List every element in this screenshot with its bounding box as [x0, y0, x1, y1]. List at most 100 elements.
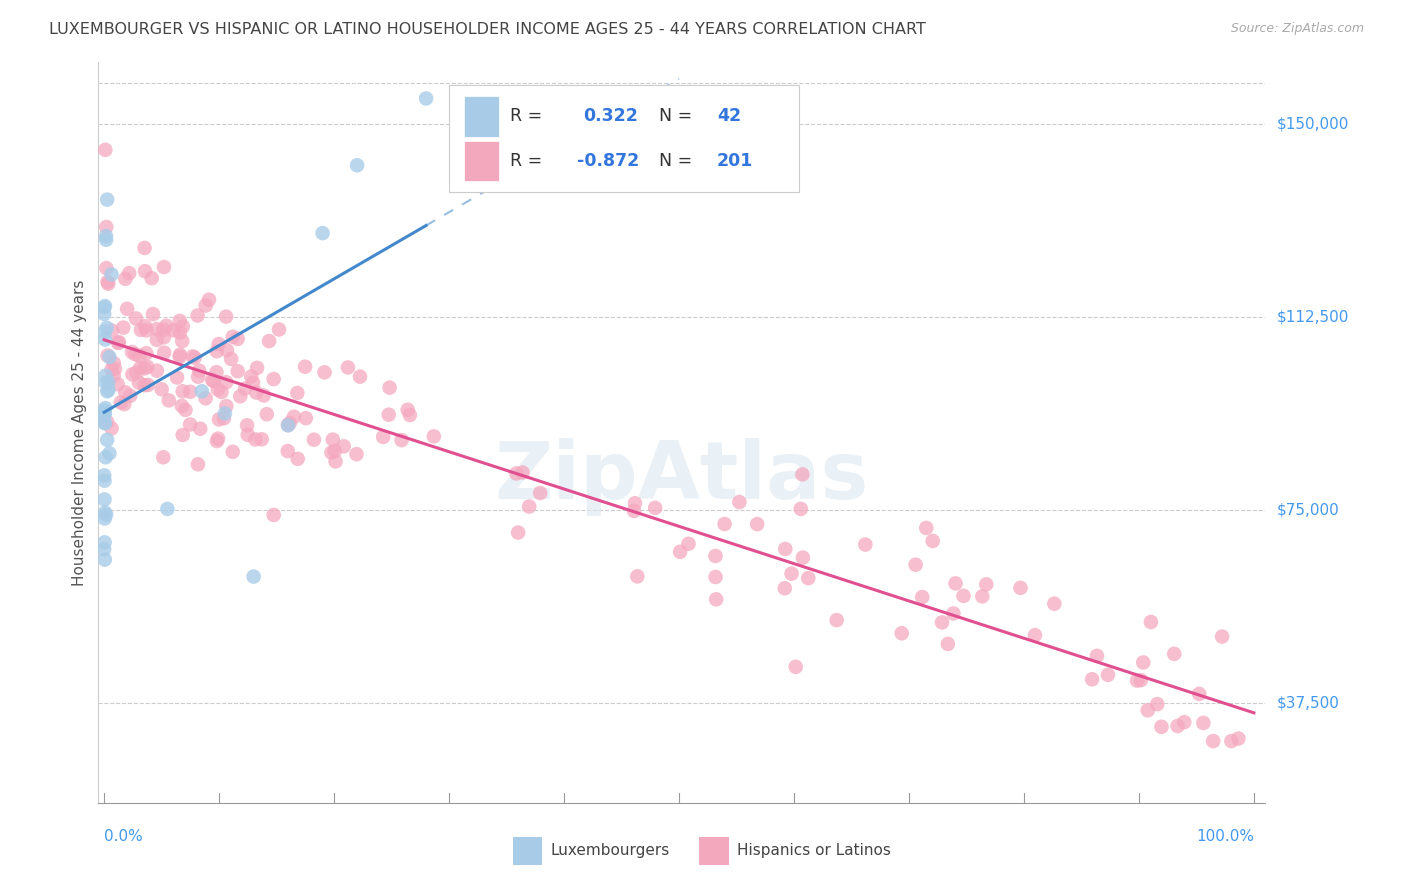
- Point: [128, 376, 150, 390]
- Text: 42: 42: [717, 108, 741, 126]
- Text: 0.322: 0.322: [582, 108, 637, 126]
- Point: [93, 307, 115, 321]
- Point: [747, 517, 769, 532]
- Point: [1163, 647, 1185, 661]
- Point: [187, 369, 209, 384]
- Point: [890, 626, 912, 640]
- Point: [100, 268, 122, 282]
- Point: [129, 360, 152, 375]
- Point: [153, 345, 176, 359]
- Point: [146, 322, 169, 336]
- Point: [945, 576, 967, 591]
- Point: [94, 233, 117, 247]
- Point: [128, 349, 150, 363]
- Point: [215, 399, 238, 413]
- Point: [169, 348, 191, 362]
- Point: [678, 537, 700, 551]
- Point: [179, 384, 201, 399]
- Point: [972, 590, 994, 604]
- Text: $150,000: $150,000: [1277, 117, 1348, 132]
- Point: [96, 193, 118, 207]
- Point: [623, 504, 645, 518]
- Point: [644, 500, 666, 515]
- Bar: [464, 96, 499, 136]
- Point: [302, 433, 325, 447]
- Point: [103, 356, 125, 370]
- Point: [974, 577, 997, 591]
- Point: [325, 454, 347, 468]
- Point: [1085, 648, 1108, 663]
- Point: [94, 229, 117, 244]
- Point: [142, 307, 165, 321]
- Point: [1129, 673, 1152, 687]
- Point: [198, 293, 221, 307]
- Point: [101, 324, 124, 338]
- Point: [1192, 715, 1215, 730]
- Point: [205, 344, 228, 359]
- Point: [222, 445, 245, 459]
- Point: [240, 369, 263, 384]
- Point: [294, 359, 316, 374]
- Point: [792, 550, 814, 565]
- Point: [1167, 719, 1189, 733]
- Point: [936, 637, 959, 651]
- Point: [529, 486, 551, 500]
- Point: [121, 368, 143, 382]
- Point: [93, 409, 115, 423]
- Point: [728, 495, 751, 509]
- Point: [211, 384, 233, 399]
- Point: [624, 496, 647, 510]
- Point: [267, 322, 290, 336]
- Point: [626, 569, 648, 583]
- Point: [93, 474, 115, 488]
- Point: [188, 422, 211, 436]
- Point: [229, 389, 252, 403]
- Point: [134, 264, 156, 278]
- Point: [135, 346, 157, 360]
- Point: [1132, 656, 1154, 670]
- Point: [256, 407, 278, 421]
- Point: [152, 323, 174, 337]
- Point: [921, 533, 943, 548]
- Point: [205, 434, 228, 448]
- Point: [517, 500, 540, 514]
- Point: [134, 241, 156, 255]
- Point: [391, 433, 413, 447]
- Point: [187, 309, 209, 323]
- Text: $112,500: $112,500: [1277, 310, 1348, 325]
- Point: [134, 361, 156, 376]
- Point: [207, 383, 229, 397]
- Point: [94, 401, 117, 416]
- Point: [242, 569, 264, 583]
- Point: [152, 450, 174, 465]
- Point: [96, 415, 118, 429]
- Point: [93, 468, 115, 483]
- Point: [120, 389, 142, 403]
- Point: [245, 385, 267, 400]
- Point: [172, 334, 194, 348]
- Point: [775, 541, 797, 556]
- Point: [314, 365, 336, 379]
- Point: [415, 91, 437, 105]
- Point: [285, 386, 308, 401]
- Point: [212, 411, 235, 425]
- Point: [118, 266, 141, 280]
- Point: [114, 271, 136, 285]
- Point: [792, 467, 814, 482]
- Text: -0.872: -0.872: [576, 152, 640, 169]
- Point: [1211, 630, 1233, 644]
- Text: $75,000: $75,000: [1277, 502, 1340, 517]
- Point: [94, 143, 117, 157]
- Point: [150, 382, 173, 396]
- Point: [346, 447, 368, 461]
- Point: [278, 416, 301, 430]
- Point: [94, 325, 117, 339]
- Point: [1188, 687, 1211, 701]
- Point: [112, 320, 135, 334]
- Point: [94, 450, 117, 465]
- Point: [129, 323, 152, 337]
- Text: Source: ZipAtlas.com: Source: ZipAtlas.com: [1230, 22, 1364, 36]
- Point: [215, 343, 238, 358]
- Point: [134, 378, 156, 392]
- Point: [825, 613, 848, 627]
